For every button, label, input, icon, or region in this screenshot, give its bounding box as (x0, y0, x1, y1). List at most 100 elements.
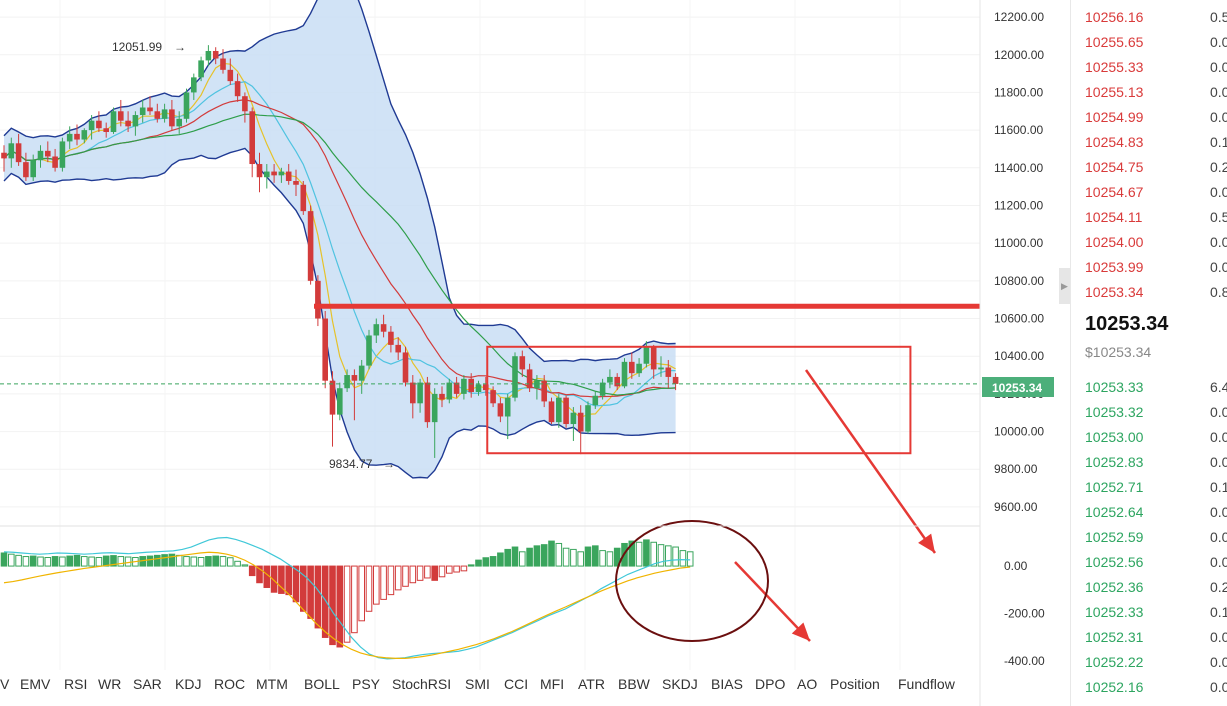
macd-bar (117, 556, 125, 567)
macd-bar (467, 564, 475, 567)
arrow-shaft (734, 561, 811, 642)
tab-psy[interactable]: PSY (352, 676, 381, 692)
candle (81, 128, 88, 144)
macd-bar (475, 559, 482, 567)
candle-body (74, 133, 80, 140)
macd-bar (168, 553, 176, 567)
candle-body (534, 380, 540, 389)
ask-row[interactable]: 10254.75 0.2 (1085, 156, 1227, 178)
price: 10256.16 (1085, 9, 1144, 25)
bid-row[interactable]: 10252.33 0.1 (1085, 601, 1227, 623)
tab-kdj[interactable]: KDJ (175, 676, 202, 692)
quantity: 0.1 (1210, 134, 1227, 150)
ask-row[interactable]: 10254.99 0.0 (1085, 106, 1227, 128)
candle-body (650, 346, 657, 370)
quantity: 0.5 (1210, 209, 1227, 225)
tab-dpo[interactable]: DPO (755, 676, 786, 692)
ask-row[interactable]: 10253.34 0.8 (1085, 281, 1227, 303)
ask-row[interactable]: 10255.65 0.0 (1085, 31, 1227, 53)
candle-body (483, 384, 489, 391)
tab-smi[interactable]: SMI (465, 676, 490, 692)
candle-body (446, 382, 453, 400)
candle-body (249, 111, 255, 165)
tab-cci[interactable]: CCI (504, 676, 529, 692)
tab-wr[interactable]: WR (98, 676, 122, 692)
price-tick-label: 11200.00 (994, 198, 1043, 212)
ma30-line (3, 113, 676, 396)
candle-body (599, 382, 606, 396)
ask-row[interactable]: 10254.83 0.1 (1085, 131, 1227, 153)
candle-body (118, 111, 124, 121)
last-price-usd: $10253.34 (1085, 344, 1152, 360)
bid-row[interactable]: 10253.32 0.0 (1085, 401, 1227, 423)
bid-row[interactable]: 10252.59 0.0 (1085, 526, 1227, 548)
candle (541, 375, 547, 408)
price-chart[interactable]: 12200.00 12000.00 11800.00 11600.00 11400.00… (0, 0, 1058, 706)
bid-row[interactable]: 10252.16 0.0 (1085, 676, 1227, 698)
tab-stochrsi[interactable]: StochRSI (392, 676, 452, 692)
candle (658, 356, 664, 377)
bid-row[interactable]: 10253.33 6.4 (1085, 376, 1227, 398)
ask-row[interactable]: 10255.13 0.0 (1085, 81, 1227, 103)
bid-row[interactable]: 10252.64 0.0 (1085, 501, 1227, 523)
candle-body (139, 107, 146, 116)
tab-roc[interactable]: ROC (214, 676, 246, 692)
ask-row[interactable]: 10254.11 0.5 (1085, 206, 1227, 228)
ask-row[interactable]: 10255.33 0.0 (1085, 56, 1227, 78)
price: 10252.59 (1085, 529, 1144, 545)
macd-bar (175, 554, 183, 567)
candle-body (672, 376, 679, 384)
candle (147, 96, 153, 116)
ask-row[interactable]: 10256.16 0.5 (1085, 6, 1227, 28)
candle (402, 346, 409, 387)
candle-body (453, 382, 460, 394)
candle-body (169, 109, 175, 127)
candle (548, 397, 555, 425)
tab-mfi[interactable]: MFI (540, 676, 565, 692)
tab-ao[interactable]: AO (797, 676, 818, 692)
quantity: 0.0 (1210, 34, 1227, 50)
candle (45, 141, 51, 163)
tab-skdj[interactable]: SKDJ (662, 676, 698, 692)
macd-bar (497, 552, 504, 567)
price-tick-label: 11600.00 (994, 123, 1043, 137)
svg-text:10253.34: 10253.34 (992, 381, 1042, 395)
tab-position[interactable]: Position (830, 676, 880, 692)
bid-row[interactable]: 10252.71 0.1 (1085, 476, 1227, 498)
candle (59, 137, 66, 172)
candle-body (621, 361, 628, 387)
price-axis: 12200.00 12000.00 11800.00 11600.00 11400.00… (994, 10, 1044, 514)
candle (417, 378, 423, 413)
quantity: 0.0 (1210, 654, 1227, 670)
ask-row[interactable]: 10253.99 0.0 (1085, 256, 1227, 278)
price: 10252.31 (1085, 629, 1144, 645)
tab-rsi[interactable]: RSI (64, 676, 88, 692)
tab-emv[interactable]: EMV (20, 676, 51, 692)
high-label: 12051.99 (112, 40, 162, 54)
tab-bbw[interactable]: BBW (618, 676, 650, 692)
ask-row[interactable]: 10254.67 0.0 (1085, 181, 1227, 203)
bid-row[interactable]: 10252.56 0.0 (1085, 551, 1227, 573)
collapse-panel-icon[interactable]: ▶ (1059, 268, 1070, 304)
candle-body (380, 324, 387, 332)
bid-row[interactable]: 10252.22 0.0 (1085, 651, 1227, 673)
tab-mtm[interactable]: MTM (256, 676, 288, 692)
bid-row[interactable]: 10252.83 0.0 (1085, 451, 1227, 473)
candle (256, 152, 263, 193)
bid-row[interactable]: 10252.31 0.0 (1085, 626, 1227, 648)
candle (249, 107, 255, 178)
macd-bar (227, 557, 234, 567)
tab-sar[interactable]: SAR (133, 676, 162, 692)
macd-bar (635, 541, 643, 567)
tab-atr[interactable]: ATR (578, 676, 605, 692)
price: 10252.36 (1085, 579, 1144, 595)
tab-boll[interactable]: BOLL (304, 676, 340, 692)
tab-v[interactable]: V (0, 676, 10, 692)
tab-bias[interactable]: BIAS (711, 676, 743, 692)
ask-row[interactable]: 10254.00 0.0 (1085, 231, 1227, 253)
bid-row[interactable]: 10252.36 0.2 (1085, 576, 1227, 598)
candle-body (410, 382, 416, 404)
tab-fundflow[interactable]: Fundflow (898, 676, 955, 692)
macd-bar (124, 556, 132, 567)
bid-row[interactable]: 10253.00 0.0 (1085, 426, 1227, 448)
